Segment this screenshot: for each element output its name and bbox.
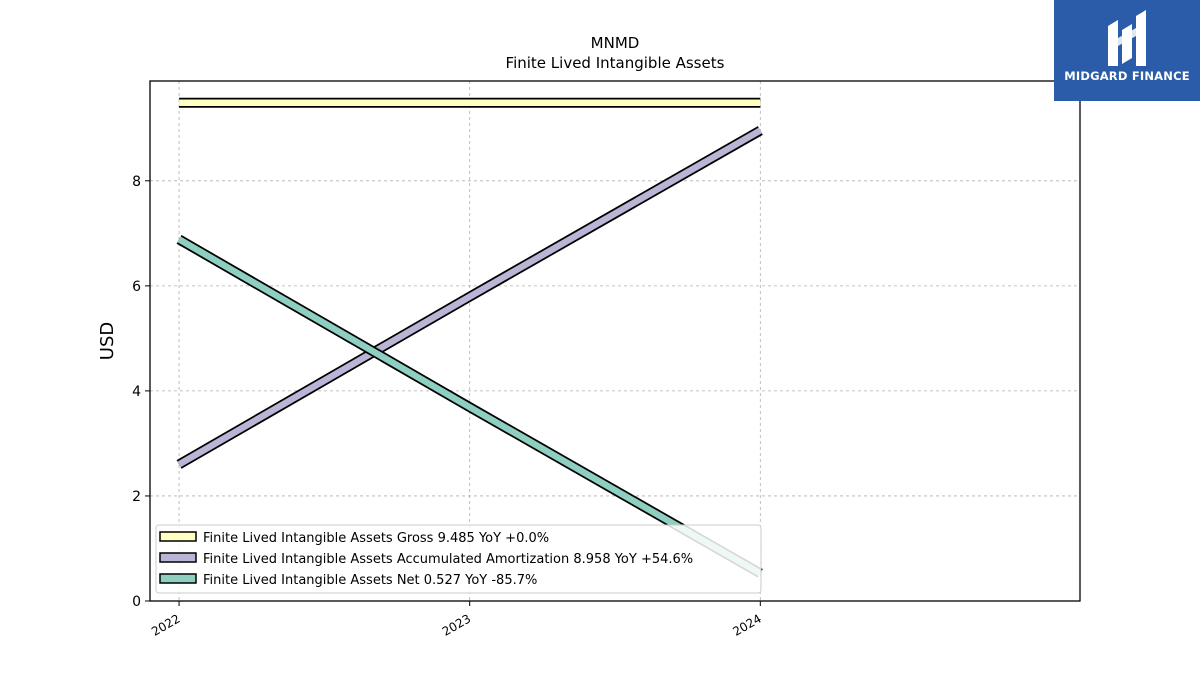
x-tick-label: 2023 <box>440 611 473 638</box>
legend-label: Finite Lived Intangible Assets Gross 9.4… <box>203 531 549 546</box>
y-tick-label: 2 <box>132 489 141 505</box>
x-tick-label: 2022 <box>149 611 182 638</box>
x-tick-label: 2024 <box>730 611 763 638</box>
y-tick-label: 4 <box>132 384 141 400</box>
series-line <box>177 236 762 577</box>
chart-title: MNMD <box>591 34 640 52</box>
legend-swatch <box>159 573 197 584</box>
y-tick-label: 8 <box>132 174 141 190</box>
y-tick-label: 6 <box>132 279 141 295</box>
legend-swatch <box>159 552 197 563</box>
logo-text: MIDGARD FINANCE <box>1064 69 1190 83</box>
legend-label: Finite Lived Intangible Assets Accumulat… <box>203 552 693 567</box>
grid <box>150 81 1080 602</box>
legend-box <box>155 524 762 594</box>
midgard-logo: MIDGARD FINANCE <box>1054 0 1200 101</box>
y-axis-label: USD <box>97 322 118 360</box>
legend-label: Finite Lived Intangible Assets Net 0.527… <box>203 573 537 588</box>
chart-subtitle: Finite Lived Intangible Assets <box>506 54 725 72</box>
plot-frame <box>149 80 1081 602</box>
midgard-logo-icon <box>1108 10 1146 66</box>
y-tick-label: 0 <box>132 594 141 610</box>
legend-swatch <box>159 531 197 542</box>
legend: Finite Lived Intangible Assets Gross 9.4… <box>155 524 762 594</box>
series-line <box>177 127 762 468</box>
series-layer <box>176 97 763 578</box>
